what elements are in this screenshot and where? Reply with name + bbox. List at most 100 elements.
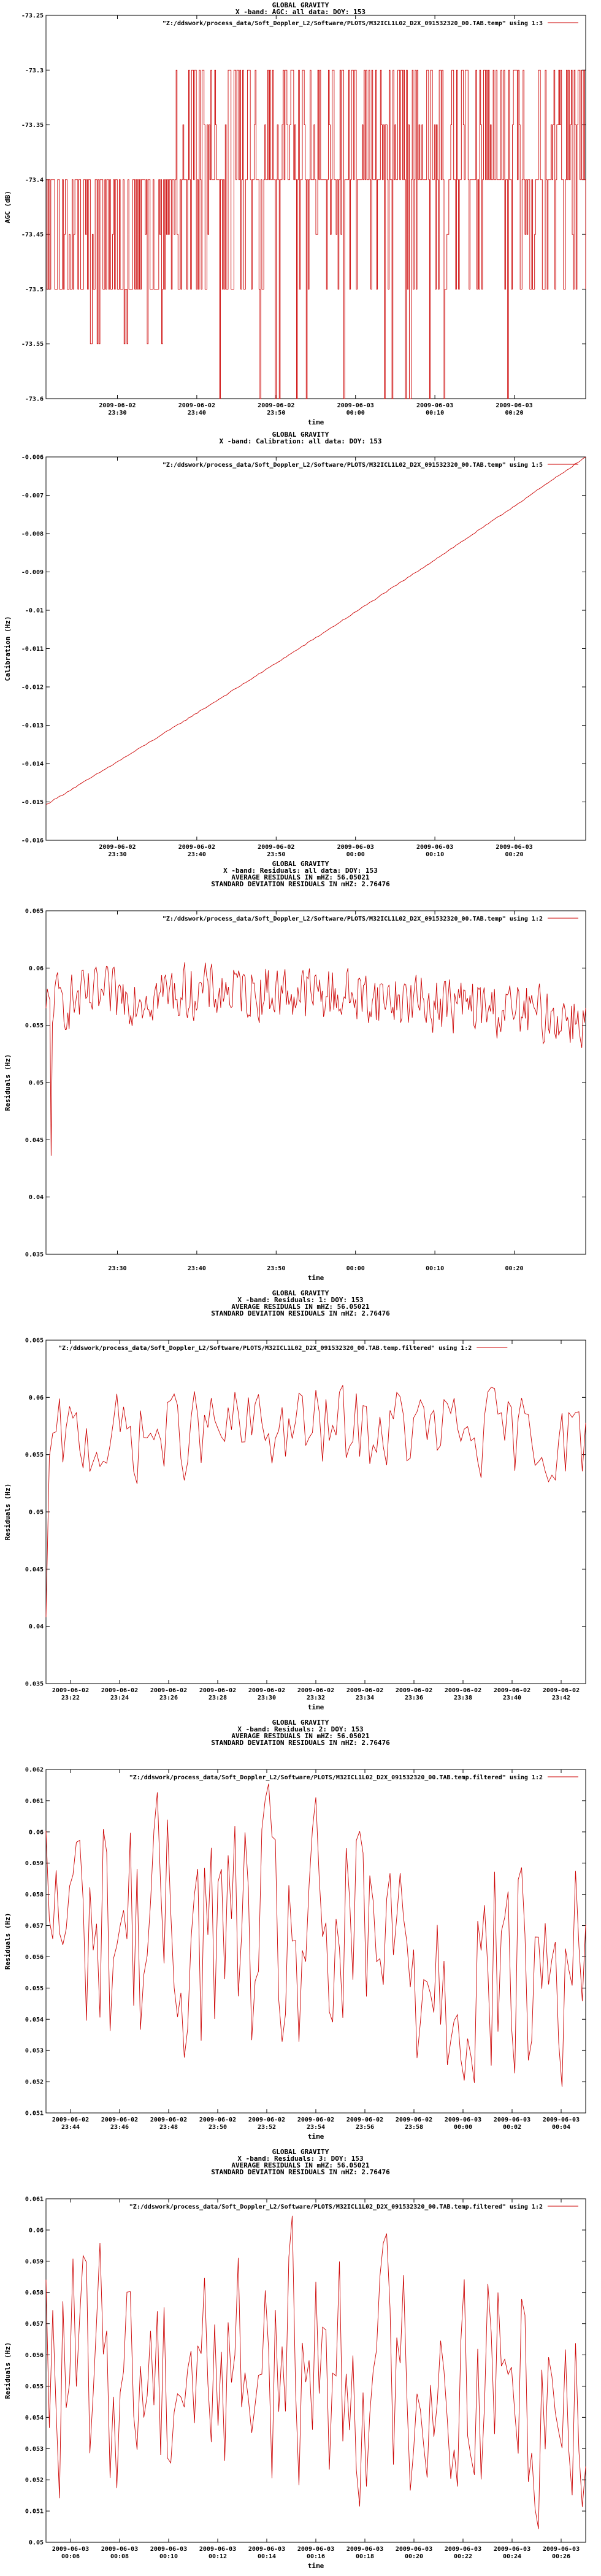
x-tick-time: 23:32 <box>307 1695 325 1701</box>
x-tick-date: 2009-06-02 <box>258 844 294 851</box>
x-tick-time: 23:48 <box>159 2124 178 2131</box>
x-tick-date: 2009-06-02 <box>101 2117 138 2123</box>
x-tick-time: 00:10 <box>426 851 444 858</box>
x-tick-time: 00:00 <box>454 2124 472 2131</box>
x-tick-date: 2009-06-02 <box>52 2117 89 2123</box>
y-tick-label: -0.016 <box>21 838 44 845</box>
x-tick-time: 00:00 <box>346 1265 365 1272</box>
y-tick-label: 0.052 <box>25 2079 44 2086</box>
x-tick-date: 2009-06-02 <box>150 2117 187 2123</box>
x-tick-time: 23:40 <box>188 851 206 858</box>
x-tick-time: 23:38 <box>454 1695 472 1701</box>
x-axis-label: time <box>308 418 324 426</box>
x-tick-date: 2009-06-03 <box>494 2117 530 2123</box>
y-tick-label: 0.06 <box>29 1395 44 1401</box>
y-tick-label: -73.6 <box>25 396 44 403</box>
y-axis-label: Residuals (Hz) <box>4 1913 12 1970</box>
chart-panel-3: GLOBAL GRAVITY X -band: Residuals: all da… <box>0 859 601 1288</box>
y-axis-label: Calibration (Hz) <box>4 616 12 681</box>
plot-frame <box>45 1769 586 2114</box>
y-tick-label: -0.008 <box>21 531 44 538</box>
series-line <box>45 456 586 805</box>
x-tick-time: 23:54 <box>307 2124 325 2131</box>
x-tick-date: 2009-06-02 <box>150 1687 187 1694</box>
chart-subtitle: AVERAGE RESIDUALS IN mHZ: 56.05021 <box>231 1732 370 1740</box>
x-tick-time: 00:04 <box>552 2124 570 2131</box>
chart-title: GLOBAL GRAVITY <box>272 860 329 868</box>
x-tick-time: 23:34 <box>356 1695 374 1701</box>
plot-frame <box>45 2198 586 2543</box>
y-tick-label: -73.4 <box>25 177 44 183</box>
y-tick-label: -73.25 <box>21 13 44 20</box>
x-tick-date: 2009-06-02 <box>178 402 215 409</box>
x-tick-date: 2009-06-03 <box>416 402 453 409</box>
x-axis-label: time <box>308 1274 324 1282</box>
y-tick-label: -73.5 <box>25 286 44 293</box>
legend-label: "Z:/ddswork/process_data/Soft_Doppler_L2… <box>163 20 543 27</box>
y-tick-label: 0.054 <box>25 2415 44 2421</box>
x-tick-date: 2009-06-02 <box>52 1687 89 1694</box>
x-tick-date: 2009-06-03 <box>496 402 532 409</box>
x-tick-time: 00:10 <box>426 410 444 416</box>
y-tick-label: 0.061 <box>25 2196 44 2203</box>
x-tick-time: 23:28 <box>209 1695 227 1701</box>
y-tick-label: -73.3 <box>25 67 44 74</box>
x-tick-date: 2009-06-03 <box>346 2546 383 2553</box>
chart-panel-2: GLOBAL GRAVITY X -band: Calibration: all … <box>0 429 601 859</box>
x-tick-date: 2009-06-03 <box>543 2546 580 2553</box>
x-tick-time: 23:50 <box>267 410 285 416</box>
x-tick-date: 2009-06-02 <box>396 1687 432 1694</box>
x-axis-label: time <box>308 1703 324 1711</box>
y-tick-label: -73.55 <box>21 341 44 348</box>
chart-panel-6: GLOBAL GRAVITY X -band: Residuals: 3: DOY… <box>0 2147 601 2576</box>
x-tick-date: 2009-06-02 <box>99 402 136 409</box>
series-line <box>45 2215 586 2529</box>
x-tick-date: 2009-06-02 <box>543 1687 580 1694</box>
legend-label: "Z:/ddswork/process_data/Soft_Doppler_L2… <box>58 1344 472 1352</box>
x-tick-time: 23:50 <box>267 1265 285 1272</box>
chart-subtitle: X -band: Residuals: 1: DOY: 153 <box>237 1296 363 1304</box>
x-tick-time: 00:20 <box>505 1265 523 1272</box>
y-tick-label: -0.014 <box>21 761 44 768</box>
y-tick-label: 0.061 <box>25 1798 44 1804</box>
x-tick-date: 2009-06-02 <box>199 1687 236 1694</box>
y-tick-label: 0.05 <box>29 2540 44 2547</box>
x-tick-time: 23:58 <box>405 2124 423 2131</box>
series-line <box>46 69 586 399</box>
chart-panel-4: GLOBAL GRAVITY X -band: Residuals: 1: DOY… <box>0 1288 601 1717</box>
x-tick-date: 2009-06-02 <box>346 1687 383 1694</box>
plot-frame <box>45 910 586 1255</box>
chart-title: GLOBAL GRAVITY <box>272 1719 329 1727</box>
x-tick-time: 23:30 <box>108 1265 126 1272</box>
x-tick-time: 00:18 <box>356 2553 374 2560</box>
y-tick-label: 0.051 <box>25 2509 44 2515</box>
x-tick-date: 2009-06-02 <box>346 2117 383 2123</box>
x-tick-time: 00:26 <box>552 2553 570 2560</box>
chart-subtitle: STANDARD DEVIATION RESIDUALS IN mHZ: 2.7… <box>211 1739 390 1747</box>
x-tick-date: 2009-06-02 <box>494 1687 530 1694</box>
chart-subtitle: STANDARD DEVIATION RESIDUALS IN mHZ: 2.7… <box>211 880 390 888</box>
x-tick-time: 23:44 <box>61 2124 80 2131</box>
x-axis-label: time <box>308 2562 324 2570</box>
y-axis-label: Residuals (Hz) <box>4 2342 12 2399</box>
y-tick-label: 0.051 <box>25 2110 44 2117</box>
y-tick-label: 0.057 <box>25 2321 44 2328</box>
x-tick-time: 00:00 <box>346 851 365 858</box>
y-tick-label: 0.04 <box>29 1623 44 1630</box>
x-tick-date: 2009-06-03 <box>297 2546 334 2553</box>
y-tick-label: 0.045 <box>25 1137 44 1144</box>
x-tick-time: 00:24 <box>503 2553 521 2560</box>
y-tick-label: -0.007 <box>21 493 44 499</box>
x-tick-time: 00:00 <box>346 410 365 416</box>
y-tick-label: 0.052 <box>25 2477 44 2484</box>
x-tick-time: 23:40 <box>188 410 206 416</box>
x-tick-time: 00:20 <box>405 2553 423 2560</box>
chart-title: GLOBAL GRAVITY <box>272 1289 329 1297</box>
y-tick-label: 0.059 <box>25 1860 44 1867</box>
y-tick-label: 0.055 <box>25 2383 44 2390</box>
y-axis-label: Residuals (Hz) <box>4 1054 12 1111</box>
legend-label: "Z:/ddswork/process_data/Soft_Doppler_L2… <box>163 461 543 469</box>
chart-subtitle: X -band: Residuals: all data: DOY: 153 <box>223 867 378 875</box>
